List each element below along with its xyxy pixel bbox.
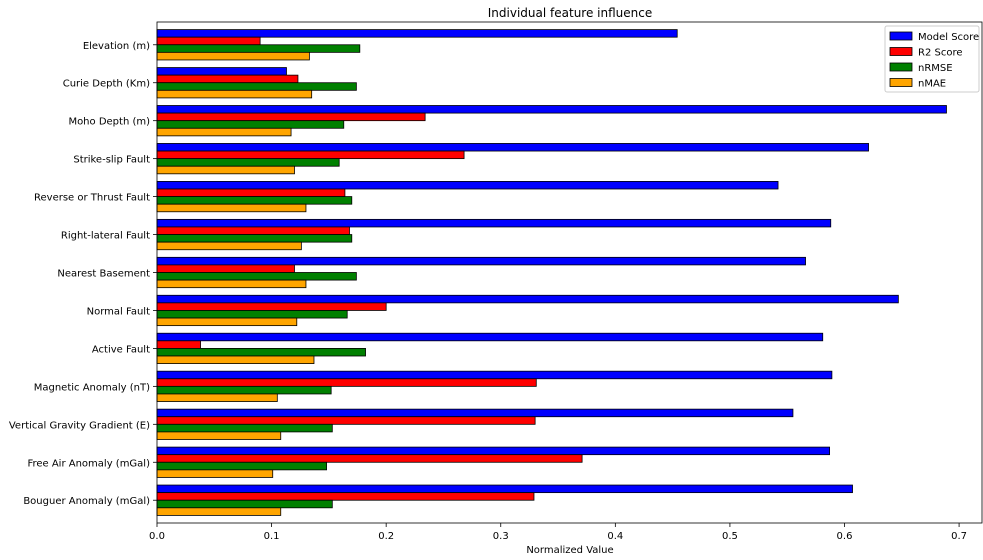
legend-label: R2 Score <box>918 48 963 59</box>
bar-nrmse-2 <box>156 120 345 129</box>
legend-label: nRMSE <box>918 63 953 74</box>
bar-r2-score-2 <box>156 112 426 122</box>
x-axis: 0.0 0.1 0.2 0.3 0.4 0.5 0.6 0.7 <box>149 523 967 542</box>
x-tick-label: 0.6 <box>837 531 853 542</box>
bar-model-score-8 <box>156 332 824 342</box>
bar-nmae-11 <box>156 469 274 478</box>
bar-nrmse-3 <box>156 158 340 167</box>
x-tick-label: 0.2 <box>378 531 394 542</box>
legend-label: Model Score <box>918 32 979 43</box>
bar-nrmse-10 <box>156 423 333 433</box>
legend-swatch <box>889 47 913 56</box>
y-tick-label: Bouguer Anomaly (mGal) <box>23 496 150 507</box>
y-tick-label: Vertical Gravity Gradient (E) <box>9 420 150 431</box>
bar-nmae-5 <box>156 241 302 251</box>
bar-model-score-12 <box>156 484 853 494</box>
bar-nmae-2 <box>156 127 292 137</box>
bar-nrmse-8 <box>156 348 366 357</box>
bar-r2-score-11 <box>156 454 583 463</box>
chart-title: Individual feature influence <box>488 6 652 20</box>
y-axis: Elevation (m) Curie Depth (Km) Moho Depth … <box>9 41 157 507</box>
bar-nmae-10 <box>156 431 282 440</box>
bar-model-score-0 <box>156 29 678 38</box>
bar-model-score-6 <box>156 256 806 266</box>
bar-r2-score-9 <box>156 378 537 387</box>
bar-nrmse-0 <box>156 44 361 53</box>
bar-model-score-7 <box>156 294 899 304</box>
bar-r2-score-8 <box>156 340 201 349</box>
legend: Model Score R2 Score nRMSE nMAE <box>884 25 980 93</box>
legend-label: nMAE <box>918 79 946 90</box>
bar-nmae-7 <box>156 317 298 327</box>
bar-r2-score-12 <box>156 492 535 501</box>
legend-box <box>884 25 980 93</box>
bar-nrmse-11 <box>156 461 327 471</box>
bar-nmae-6 <box>156 279 307 289</box>
bar-r2-score-4 <box>156 188 346 197</box>
bar-nrmse-7 <box>156 310 348 319</box>
x-tick-label: 0.7 <box>951 531 967 542</box>
bar-nrmse-9 <box>156 385 332 395</box>
bar-r2-score-1 <box>156 74 299 84</box>
x-tick-label: 0.3 <box>493 531 509 542</box>
y-tick-label: Moho Depth (m) <box>68 117 150 128</box>
bar-model-score-3 <box>156 143 869 152</box>
bar-nmae-4 <box>156 203 307 213</box>
y-tick-label: Magnetic Anomaly (nT) <box>34 382 150 393</box>
bar-r2-score-0 <box>156 36 261 46</box>
bar-nmae-12 <box>156 507 282 516</box>
x-tick-label: 0.5 <box>722 531 738 542</box>
bar-model-score-11 <box>156 446 831 456</box>
bar-nmae-9 <box>156 393 278 402</box>
y-tick-label: Normal Fault <box>87 306 150 317</box>
bar-model-score-2 <box>156 105 947 114</box>
bar-model-score-5 <box>156 218 832 228</box>
x-axis-label: Normalized Value <box>526 545 613 556</box>
bar-nmae-3 <box>156 165 295 175</box>
y-tick-label: Active Fault <box>92 344 150 355</box>
bar-nrmse-5 <box>156 234 353 243</box>
bar-r2-score-7 <box>156 302 387 311</box>
legend-swatch <box>889 78 913 87</box>
bar-r2-score-6 <box>156 264 295 273</box>
bar-nrmse-4 <box>156 196 353 205</box>
bar-r2-score-3 <box>156 150 465 160</box>
bar-nmae-0 <box>156 51 310 61</box>
x-tick-label: 0.0 <box>149 531 165 542</box>
y-tick-label: Right-lateral Fault <box>61 231 150 242</box>
y-tick-label: Nearest Basement <box>57 269 150 280</box>
legend-swatch <box>889 62 913 72</box>
x-tick-label: 0.4 <box>607 531 623 542</box>
bar-nmae-8 <box>156 355 315 364</box>
x-tick-label: 0.1 <box>264 531 280 542</box>
bar-model-score-10 <box>156 408 794 418</box>
bar-nrmse-12 <box>156 499 333 509</box>
bar-nrmse-1 <box>156 82 357 91</box>
y-tick-label: Curie Depth (Km) <box>63 79 150 90</box>
bar-model-score-1 <box>156 67 287 76</box>
bar-r2-score-10 <box>156 416 536 425</box>
bar-nrmse-6 <box>156 272 357 281</box>
bar-r2-score-5 <box>156 226 350 235</box>
bar-model-score-9 <box>156 370 833 380</box>
plot-area <box>156 21 983 524</box>
legend-swatch <box>889 31 913 41</box>
y-tick-label: Strike-slip Fault <box>73 155 150 166</box>
bar-model-score-4 <box>156 181 779 190</box>
bar-nmae-1 <box>156 89 313 99</box>
y-tick-label: Reverse or Thrust Fault <box>34 193 150 204</box>
y-tick-label: Elevation (m) <box>83 41 150 52</box>
y-tick-label: Free Air Anomaly (mGal) <box>27 458 150 469</box>
